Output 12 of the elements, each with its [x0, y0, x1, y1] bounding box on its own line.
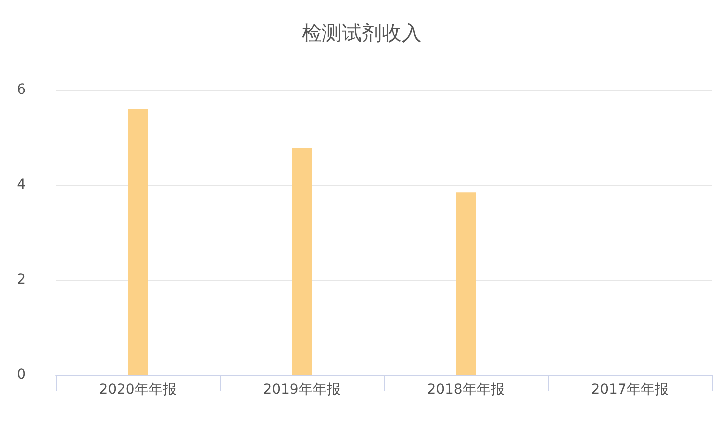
chart-title: 检测试剂收入 — [302, 21, 422, 45]
x-tick-label: 2019年年报 — [263, 382, 341, 398]
x-tick-label: 2020年年报 — [99, 382, 177, 398]
bar — [128, 109, 148, 375]
y-tick-label: 0 — [17, 367, 26, 383]
bar — [292, 148, 312, 375]
x-tick-label: 2017年年报 — [591, 382, 669, 398]
y-tick-label: 6 — [17, 82, 26, 98]
x-tick-label: 2018年年报 — [427, 382, 505, 398]
y-tick-label: 2 — [17, 272, 26, 288]
y-tick-label: 4 — [17, 177, 26, 193]
bar — [456, 192, 476, 375]
